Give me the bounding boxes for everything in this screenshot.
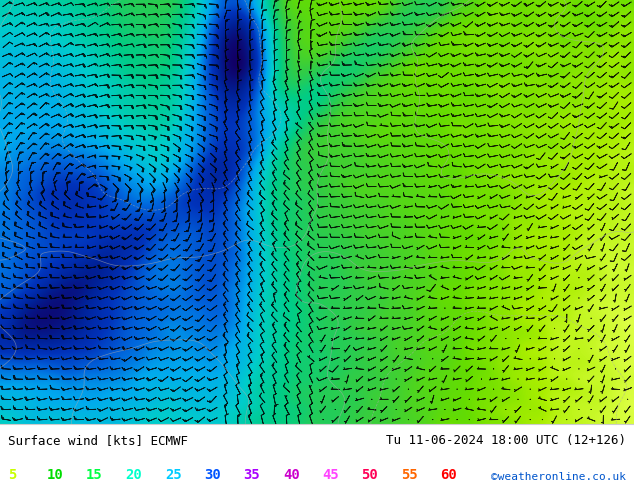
Text: 50: 50: [361, 468, 378, 482]
Text: 40: 40: [283, 468, 299, 482]
Text: Tu 11-06-2024 18:00 UTC (12+126): Tu 11-06-2024 18:00 UTC (12+126): [386, 434, 626, 447]
Text: ©weatheronline.co.uk: ©weatheronline.co.uk: [491, 472, 626, 482]
Text: 5: 5: [8, 468, 16, 482]
Text: 60: 60: [440, 468, 456, 482]
Text: 20: 20: [126, 468, 142, 482]
Text: 45: 45: [322, 468, 339, 482]
Text: 30: 30: [204, 468, 221, 482]
Text: 35: 35: [243, 468, 260, 482]
Text: 25: 25: [165, 468, 181, 482]
Text: Surface wind [kts] ECMWF: Surface wind [kts] ECMWF: [8, 434, 188, 447]
Text: 10: 10: [47, 468, 63, 482]
Text: 55: 55: [401, 468, 417, 482]
Text: 15: 15: [86, 468, 103, 482]
